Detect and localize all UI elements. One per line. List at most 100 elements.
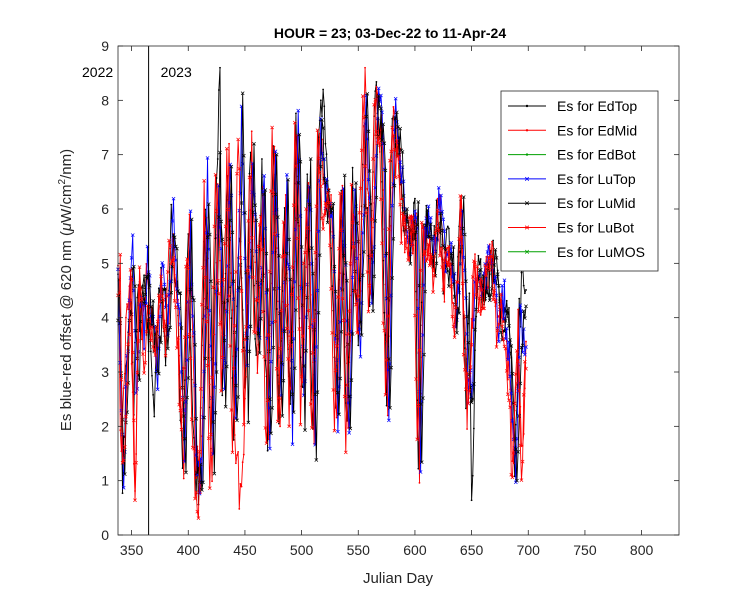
data-point bbox=[229, 286, 232, 289]
data-point bbox=[196, 516, 201, 521]
data-point bbox=[317, 253, 322, 258]
data-point bbox=[371, 157, 375, 161]
data-point bbox=[297, 327, 302, 331]
data-point bbox=[496, 339, 501, 344]
data-point bbox=[228, 162, 233, 167]
data-point bbox=[270, 272, 272, 275]
data-point bbox=[195, 472, 200, 477]
data-point bbox=[324, 142, 327, 145]
data-point bbox=[519, 345, 524, 350]
data-point bbox=[462, 232, 467, 237]
data-point bbox=[130, 266, 135, 271]
data-point bbox=[303, 428, 307, 432]
data-point bbox=[311, 351, 315, 355]
data-point bbox=[485, 250, 490, 254]
data-point bbox=[190, 295, 195, 300]
data-point bbox=[494, 256, 499, 260]
data-point bbox=[332, 264, 337, 269]
y-axis-label: Es blue-red offset @ 620 nm (μW/cm2/nm) bbox=[57, 149, 75, 431]
data-point bbox=[355, 256, 359, 261]
data-point bbox=[340, 189, 343, 192]
data-point bbox=[179, 427, 184, 432]
data-point bbox=[508, 405, 512, 410]
data-point bbox=[448, 227, 450, 230]
data-point bbox=[142, 371, 146, 375]
data-point bbox=[308, 157, 313, 161]
data-point bbox=[518, 303, 523, 308]
data-point bbox=[129, 256, 134, 260]
series-es-for-lubot bbox=[116, 94, 528, 521]
data-point bbox=[258, 214, 263, 219]
data-point bbox=[358, 186, 363, 191]
data-point bbox=[332, 428, 337, 433]
data-point bbox=[193, 496, 197, 501]
data-point bbox=[338, 191, 342, 196]
data-point bbox=[322, 183, 325, 185]
data-point bbox=[230, 450, 235, 455]
data-point bbox=[339, 272, 342, 275]
data-point bbox=[325, 190, 330, 195]
data-point bbox=[484, 273, 489, 278]
legend-entry: Es for EdTop bbox=[508, 98, 637, 114]
data-point bbox=[291, 410, 296, 415]
data-point bbox=[493, 247, 498, 252]
data-point bbox=[276, 300, 279, 303]
data-point bbox=[524, 366, 528, 371]
data-point bbox=[337, 412, 341, 417]
data-point bbox=[376, 86, 381, 91]
x-tick-label: 550 bbox=[347, 542, 371, 558]
data-point bbox=[414, 230, 418, 235]
data-point bbox=[509, 391, 514, 396]
data-point bbox=[287, 303, 289, 306]
data-point bbox=[205, 363, 210, 368]
data-point bbox=[264, 359, 267, 362]
data-point bbox=[445, 264, 450, 268]
data-point bbox=[311, 271, 315, 276]
data-point bbox=[331, 201, 336, 206]
legend-marker bbox=[524, 201, 530, 206]
y-tick-label: 7 bbox=[101, 147, 109, 163]
data-point bbox=[460, 281, 465, 286]
plot-frame bbox=[117, 45, 680, 536]
data-point bbox=[175, 346, 179, 350]
data-point bbox=[270, 406, 274, 410]
data-point bbox=[426, 204, 431, 209]
data-point bbox=[518, 443, 523, 448]
data-point bbox=[202, 415, 206, 420]
data-point bbox=[160, 294, 165, 298]
data-point bbox=[520, 459, 525, 464]
data-point bbox=[493, 299, 498, 304]
data-point bbox=[426, 234, 431, 239]
data-point bbox=[356, 294, 361, 298]
data-point bbox=[387, 227, 391, 231]
data-point bbox=[182, 477, 185, 480]
data-point bbox=[494, 293, 499, 298]
data-point bbox=[366, 207, 369, 209]
data-point bbox=[274, 366, 279, 371]
data-point bbox=[360, 94, 365, 98]
data-point bbox=[472, 259, 476, 264]
data-point bbox=[171, 196, 176, 201]
data-point bbox=[149, 338, 153, 343]
data-point bbox=[323, 105, 326, 108]
data-point bbox=[383, 168, 388, 173]
data-point bbox=[250, 130, 253, 133]
data-point bbox=[235, 171, 239, 176]
data-point bbox=[268, 324, 271, 327]
data-point bbox=[506, 357, 510, 362]
data-point bbox=[297, 221, 300, 224]
data-point bbox=[181, 414, 186, 418]
data-point bbox=[391, 237, 396, 241]
y-tick-label: 9 bbox=[101, 38, 109, 54]
data-point bbox=[243, 210, 247, 215]
data-point bbox=[368, 253, 373, 258]
data-point bbox=[295, 112, 297, 115]
data-point bbox=[386, 414, 389, 417]
data-point bbox=[240, 91, 245, 96]
data-point bbox=[192, 446, 196, 451]
data-point bbox=[173, 244, 178, 249]
data-point bbox=[294, 308, 298, 312]
data-point bbox=[361, 179, 364, 182]
data-point bbox=[402, 210, 407, 215]
